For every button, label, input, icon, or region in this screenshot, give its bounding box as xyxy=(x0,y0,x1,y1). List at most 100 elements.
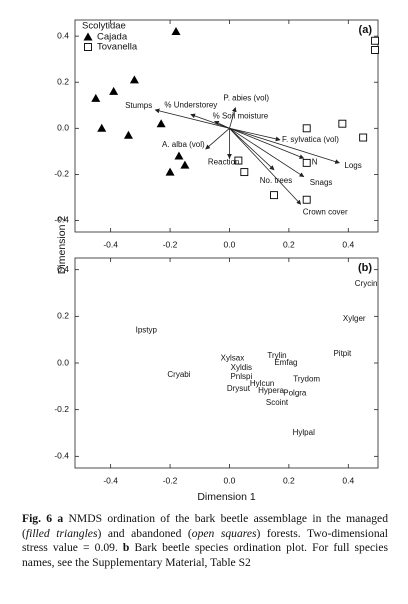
species-label: Xylger xyxy=(343,314,366,323)
x-tick-label: 0.0 xyxy=(224,239,236,249)
y-tick-label: -0.2 xyxy=(54,169,69,179)
species-label: Pitpit xyxy=(333,349,352,358)
vector-arrow xyxy=(229,127,305,159)
species-label: Xyldis xyxy=(231,363,252,372)
legend-label: Cajada xyxy=(97,32,128,43)
square-marker xyxy=(240,168,249,177)
triangle-marker xyxy=(171,27,181,36)
triangle-marker xyxy=(97,123,107,132)
y-tick-label: 0.2 xyxy=(57,76,69,86)
square-marker xyxy=(234,156,243,165)
caption-text: ) and abandoned ( xyxy=(97,526,192,540)
plot-frame xyxy=(74,257,379,469)
vector-label: F. sylvatica (vol) xyxy=(282,135,339,144)
x-tick-label: -0.2 xyxy=(163,475,178,485)
x-tick-label: -0.2 xyxy=(163,239,178,249)
species-label: Ipstyp xyxy=(136,325,158,334)
y-tick-label: -0.4 xyxy=(54,451,69,461)
square-marker xyxy=(84,43,92,51)
vector-arrow xyxy=(229,127,305,178)
plot-frame xyxy=(74,19,379,233)
x-tick-label: 0.0 xyxy=(224,475,236,485)
vector-label: % Understorey xyxy=(164,101,217,110)
caption-text: a xyxy=(52,512,64,525)
square-marker xyxy=(302,124,311,133)
species-label: Trydom xyxy=(293,374,320,383)
species-label: Hypera xyxy=(258,386,284,395)
caption-text: NMDS ordination of the bark beetle assem… xyxy=(22,512,388,540)
species-label: Crycin xyxy=(355,279,378,288)
caption-text: open squares xyxy=(191,526,257,540)
x-tick-label: 0.2 xyxy=(283,239,295,249)
species-label: Pnlspi xyxy=(230,372,252,381)
vector-arrow xyxy=(229,128,275,171)
y-tick-label: -0.4 xyxy=(54,215,69,225)
y-tick-label: 0.0 xyxy=(57,123,69,133)
species-label: Drysut xyxy=(227,384,251,393)
vector-arrow xyxy=(205,128,230,150)
triangle-marker xyxy=(129,75,139,84)
square-marker xyxy=(359,133,368,142)
vector-label: Snags xyxy=(310,178,333,187)
caption-text: Bark beetle species ordination plot. For… xyxy=(22,541,388,569)
caption-text: filled triangles xyxy=(25,526,98,540)
vector-label: % Soil moisture xyxy=(213,112,269,121)
legend-title: Scolytidae xyxy=(82,21,126,32)
vector-arrow xyxy=(229,128,302,205)
triangle-marker xyxy=(174,151,184,160)
vector-label: P. abies (vol) xyxy=(223,94,269,103)
y-axis-title: Dimension 2 xyxy=(56,216,68,275)
square-marker xyxy=(338,119,347,128)
vector-label: Stumps xyxy=(125,101,152,110)
panel-label: (b) xyxy=(358,262,372,274)
vector-label: N xyxy=(312,157,318,166)
square-marker xyxy=(371,36,379,45)
y-tick-label: 0.0 xyxy=(57,357,69,367)
vector-arrow xyxy=(214,120,230,129)
vector-arrow xyxy=(229,127,281,142)
species-label: Trylin xyxy=(267,351,286,360)
species-label: Scoint xyxy=(266,398,289,407)
caption-text: Fig. 6 xyxy=(22,512,53,525)
square-marker xyxy=(302,158,311,167)
triangle-marker xyxy=(165,167,175,176)
x-tick-label: -0.4 xyxy=(103,239,118,249)
vector-label: Logs xyxy=(344,161,361,170)
y-tick-label: -0.2 xyxy=(54,404,69,414)
y-tick-label: 0.4 xyxy=(57,264,69,274)
vector-label: Reaction xyxy=(208,157,240,166)
triangle-marker xyxy=(109,86,119,95)
vector-arrow xyxy=(190,113,230,129)
square-marker xyxy=(302,195,311,204)
species-label: Hylpal xyxy=(293,428,315,437)
vector-label: Crown cover xyxy=(303,207,348,216)
x-tick-label: 0.4 xyxy=(342,239,354,249)
vector-arrow xyxy=(229,127,340,164)
y-tick-label: 0.4 xyxy=(57,30,69,40)
vector-arrow xyxy=(229,106,237,129)
figure-caption: Fig. 6 a NMDS ordination of the bark bee… xyxy=(22,512,388,570)
x-axis-title: Dimension 1 xyxy=(197,491,256,503)
x-tick-label: -0.4 xyxy=(103,475,118,485)
figure: -0.4 -0.2 0.0 0.2 0.4 0.4 0.2 0.0 -0.2 -0.4 (a) Dim… xyxy=(54,19,379,503)
species-label: Emfag xyxy=(274,358,297,367)
species-label: Hylcun xyxy=(250,379,274,388)
triangle-marker xyxy=(156,119,166,128)
square-marker xyxy=(270,191,278,200)
panel-label: (a) xyxy=(359,24,373,36)
legend-label: Tovanella xyxy=(97,42,138,53)
triangle-marker xyxy=(180,160,190,169)
x-tick-label: 0.2 xyxy=(283,475,295,485)
x-tick-label: 0.4 xyxy=(342,475,354,485)
triangle-marker xyxy=(91,93,101,102)
vector-label: A. alba (vol) xyxy=(162,140,205,149)
species-label: Cryabi xyxy=(167,370,190,379)
vector-label: No. trees xyxy=(260,176,292,185)
species-label: Polgra xyxy=(283,388,307,397)
square-marker xyxy=(371,46,379,54)
y-tick-label: 0.2 xyxy=(57,311,69,321)
triangle-marker xyxy=(83,32,93,41)
caption-text: b xyxy=(122,541,130,554)
triangle-marker xyxy=(123,130,133,139)
